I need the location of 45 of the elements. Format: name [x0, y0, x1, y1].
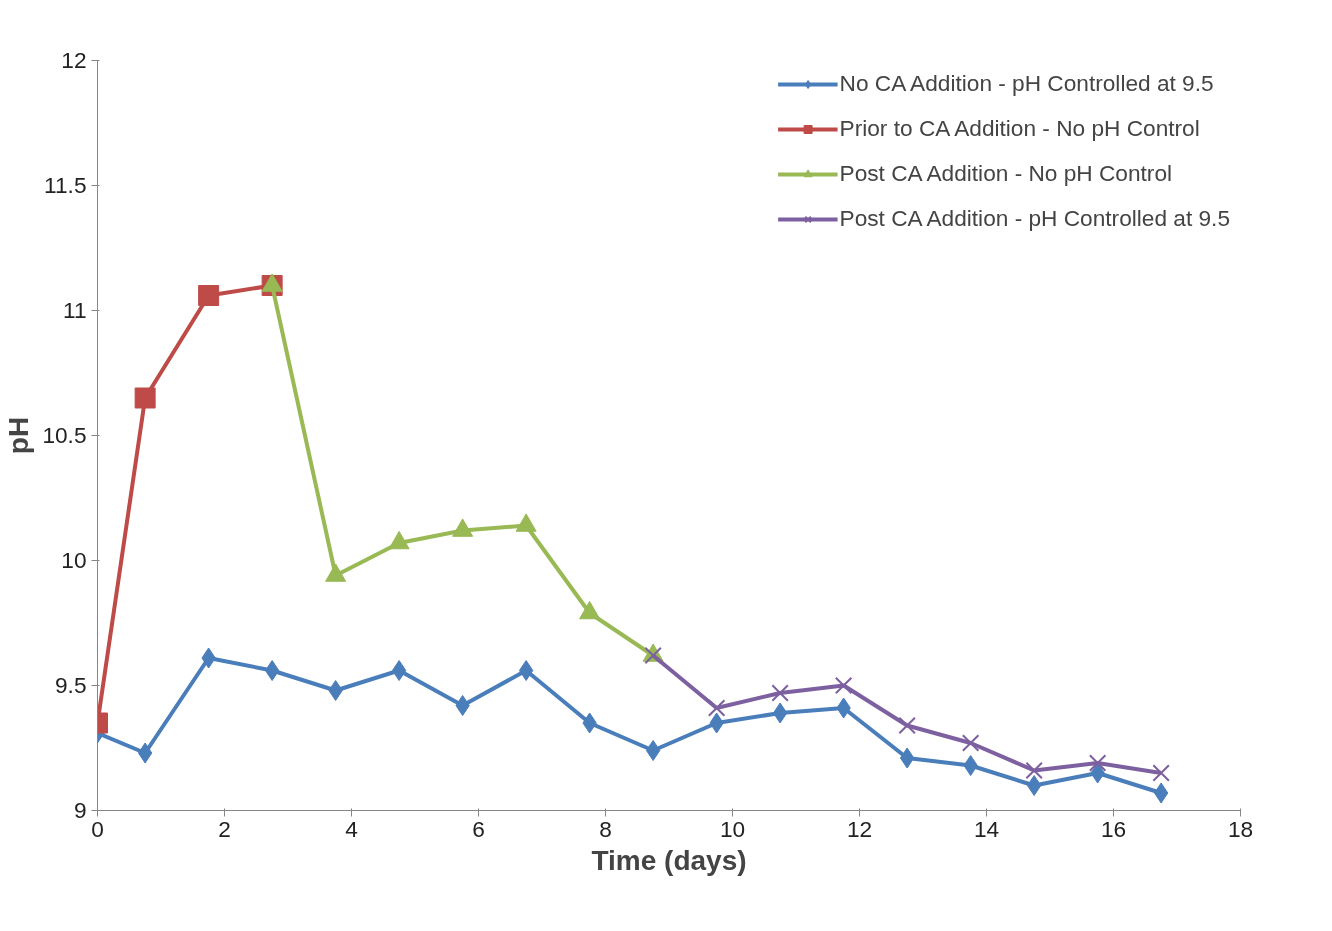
legend-label: Post CA Addition - pH Controlled at 9.5 [839, 205, 1230, 232]
point [963, 755, 978, 776]
y-tick-label: 11 [62, 297, 87, 323]
x-tick-label: 4 [345, 815, 358, 842]
x-tick-label: 14 [973, 815, 1000, 842]
point [898, 716, 916, 735]
point [961, 734, 980, 752]
x-tick-label: 18 [1227, 815, 1254, 842]
x-tick-label: 16 [1100, 815, 1127, 842]
x-tick-label: 6 [472, 815, 485, 842]
point [707, 699, 726, 717]
y-tick-label: 10 [61, 547, 87, 573]
point [137, 742, 153, 764]
point [1152, 764, 1170, 782]
point [328, 680, 343, 701]
point [834, 676, 853, 695]
y-tick-label: 12 [61, 47, 87, 73]
y-tick-label: 10.5 [42, 422, 87, 448]
x-tick-label: 10 [719, 815, 746, 842]
x-tick-label: 8 [599, 815, 612, 842]
y-axis-title: pH [3, 416, 35, 455]
x-tick-label: 12 [846, 815, 873, 842]
x-tick-label: 2 [218, 815, 231, 842]
point [198, 285, 220, 306]
point [645, 740, 661, 761]
legend-label: No CA Addition - pH Controlled at 9.5 [839, 70, 1214, 97]
point [518, 660, 534, 681]
y-tick-label: 9.5 [55, 672, 87, 698]
point [772, 702, 788, 724]
point [1153, 782, 1169, 804]
point [899, 747, 915, 769]
point [771, 684, 789, 702]
x-tick-label: 0 [91, 815, 104, 842]
point [264, 660, 280, 681]
y-tick-label: 11.5 [44, 172, 87, 198]
legend-label: Prior to CA Addition - No pH Control [839, 115, 1200, 142]
point [1088, 754, 1107, 772]
point [455, 695, 470, 716]
legend-label: Post CA Addition - No pH Control [839, 160, 1173, 187]
point [391, 660, 407, 681]
x-axis-title: Time (days) [591, 844, 747, 876]
point [134, 387, 156, 409]
y-tick-label: 9 [73, 797, 87, 823]
point [1025, 761, 1043, 780]
point [1026, 775, 1042, 796]
